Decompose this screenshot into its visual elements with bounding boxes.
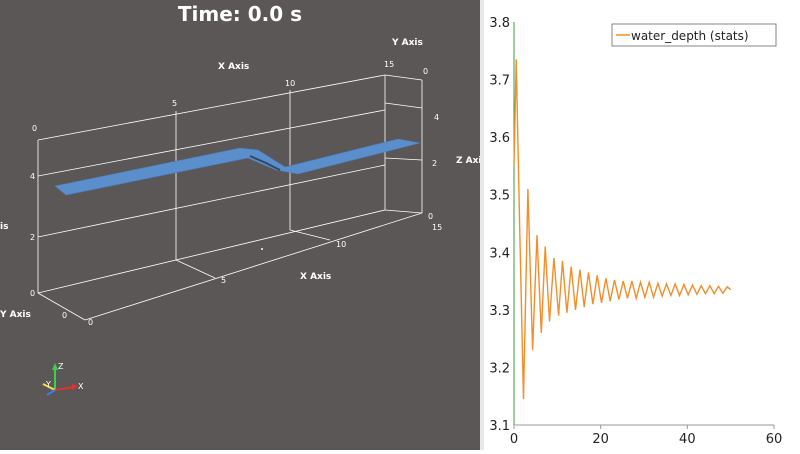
line-chart-view[interactable]: 3.1 3.2 3.3 3.4 3.5 3.6 3.7 3.8 0 20 40 60 water_d… xyxy=(484,0,800,450)
y-tick-label: 3.1 xyxy=(489,419,510,434)
y-tick-label: 3.2 xyxy=(489,361,510,376)
z-axis-title: Z Axis xyxy=(456,156,480,166)
bottom-x-tick: 5 xyxy=(221,276,226,285)
top-x-tick: 10 xyxy=(285,79,295,88)
top-right-edge xyxy=(384,74,423,81)
left-z-tick: 4 xyxy=(30,172,35,181)
x-tick-label: 60 xyxy=(766,432,783,447)
right-y-tick: 0 xyxy=(428,212,433,221)
grid-z2 xyxy=(37,164,386,238)
surface-shadow xyxy=(249,155,281,171)
y-axis-title-top: Y Axis xyxy=(391,38,423,48)
y-tick-label: 3.7 xyxy=(489,74,510,89)
axes-grid xyxy=(37,74,423,321)
left-z-tick: 0 xyxy=(30,289,35,298)
right-z-tick: 4 xyxy=(434,113,439,122)
line-chart: 3.1 3.2 3.3 3.4 3.5 3.6 3.7 3.8 0 20 40 60 water_d… xyxy=(489,16,782,447)
y-tick-label: 3.6 xyxy=(489,131,510,146)
x-tick-label: 40 xyxy=(679,432,696,447)
marker-dot xyxy=(261,248,263,250)
top-x-tick: 0 xyxy=(32,124,37,133)
bottom-x-tick: 15 xyxy=(432,223,442,232)
legend: water_depth (stats) xyxy=(611,23,777,47)
time-label: Time: 0.0 s xyxy=(177,2,303,26)
grid-z4 xyxy=(37,109,386,177)
y-tick-label: 3.4 xyxy=(489,246,510,261)
legend-label: water_depth (stats) xyxy=(631,29,749,43)
bottom-x-tick: 10 xyxy=(336,240,346,249)
top-x-tick: 15 xyxy=(384,60,394,69)
top-y-tick: 0 xyxy=(423,67,428,76)
y-tick-label: 3.3 xyxy=(489,304,510,319)
grid-right-z2 xyxy=(384,157,423,161)
grid-x5-depth xyxy=(175,259,216,279)
render-view-3d[interactable]: Time: 0.0 s 0 5 xyxy=(0,0,480,450)
y-tick-label: 3.8 xyxy=(489,16,510,31)
x-tick-label: 0 xyxy=(510,432,518,447)
triad-x: X xyxy=(78,382,84,391)
orientation-axes: Z X Y xyxy=(42,362,84,396)
legend-box xyxy=(611,23,777,47)
y-tick-label: 3.5 xyxy=(489,189,510,204)
x-axis-title-top: X Axis xyxy=(218,62,249,72)
water-surface xyxy=(54,138,421,196)
triad-z: Z xyxy=(58,362,64,371)
scene-3d: 0 5 10 15 0 4 2 0 4 2 0 15 10 5 0 0 Y Ax… xyxy=(0,38,480,396)
back-top-edge xyxy=(37,74,386,141)
y-tick: 0 xyxy=(62,311,67,320)
series-line-water-depth xyxy=(513,59,732,400)
top-x-tick: 5 xyxy=(172,99,177,108)
front-bottom-edge xyxy=(84,212,423,321)
bottom-left-depth xyxy=(37,292,86,321)
y-axis-ticks: 3.1 3.2 3.3 3.4 3.5 3.6 3.7 3.8 xyxy=(489,16,510,434)
grid-right-z4 xyxy=(384,102,423,109)
x-axis-title-bottom: X Axis xyxy=(300,272,331,282)
right-bottom-edge xyxy=(384,209,423,214)
x-tick-label: 20 xyxy=(592,432,609,447)
x-axis-ticks: 0 20 40 60 xyxy=(510,425,782,447)
view-splitter[interactable] xyxy=(480,0,484,450)
grid-x10-depth xyxy=(289,229,331,241)
left-z-tick: 2 xyxy=(30,233,35,242)
right-z-tick: 2 xyxy=(432,159,437,168)
bottom-x-tick: 0 xyxy=(88,318,93,327)
back-bottom-edge xyxy=(37,209,386,294)
y-axis-title-bottom: Y Axis xyxy=(0,310,31,320)
cropped-axis-title: is xyxy=(0,222,8,232)
triad-y: Y xyxy=(45,380,51,389)
